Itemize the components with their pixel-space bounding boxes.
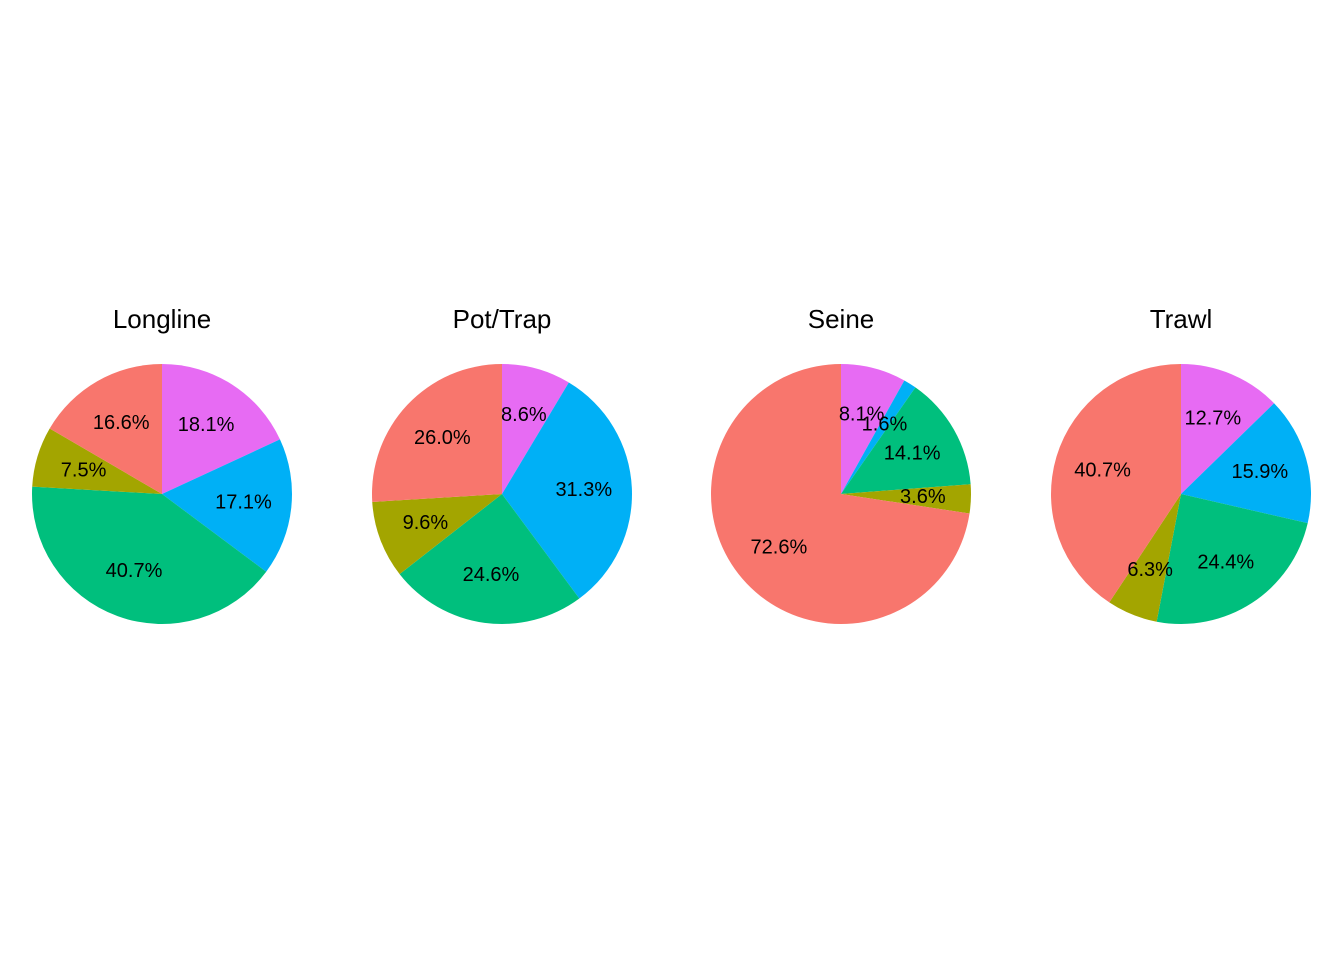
slice-label: 16.6% (93, 412, 150, 434)
slice-label: 17.1% (215, 491, 272, 513)
slice-label: 8.6% (501, 404, 547, 426)
slice-label: 9.6% (403, 512, 449, 534)
pie-slice (1156, 494, 1308, 625)
pie-slice (1181, 403, 1312, 524)
facet-title: Trawl (1150, 304, 1213, 334)
slice-label: 1.6% (862, 414, 908, 436)
facet-title: Seine (808, 304, 875, 334)
pie-slice (502, 382, 632, 599)
slice-label: 12.7% (1184, 408, 1241, 430)
pie-facet-1: Pot/Trap 8.6% 31.3% 24.6% 9.6% 26.0% (371, 304, 632, 625)
slice-label: 18.1% (178, 414, 235, 436)
pie-slice (841, 380, 916, 494)
pie-slice (372, 494, 502, 575)
pie-facet-3: Trawl 12.7% 15.9% 24.4% 6.3% 40.7% (1051, 304, 1312, 625)
slice-label: 40.7% (106, 560, 163, 582)
pie-slice (32, 486, 267, 624)
pie-slice (841, 484, 971, 514)
slice-label: 26.0% (414, 427, 471, 449)
pie-slice (162, 364, 280, 494)
facet-title: Longline (113, 304, 211, 334)
slice-label: 40.7% (1074, 459, 1131, 481)
pie-slice (32, 428, 163, 494)
slice-label: 8.1% (839, 404, 885, 426)
slice-label: 72.6% (751, 536, 808, 558)
pie-slice (49, 364, 162, 494)
pie-slice (1051, 364, 1181, 603)
slice-label: 15.9% (1232, 461, 1289, 483)
pie-slice (710, 364, 970, 624)
pie-slice (1109, 494, 1181, 622)
slice-label: 3.6% (900, 486, 946, 508)
pie-slice (502, 364, 569, 494)
pie-slice (162, 439, 292, 572)
pie-slice (399, 494, 580, 625)
pie-slice (841, 364, 905, 494)
pie-facet-2: Seine 8.1%1.6% 14.1% 3.6% 72.6% (710, 304, 971, 624)
slice-label: 24.4% (1197, 552, 1254, 574)
slice-label: 14.1% (884, 442, 941, 464)
slice-label: 31.3% (555, 479, 612, 501)
facet-title: Pot/Trap (453, 304, 552, 334)
pie-slice (371, 364, 502, 502)
pie-slice (1181, 364, 1275, 494)
pie-facet-0: Longline 18.1% 17.1% 40.7% 7.5% 16.6% (32, 304, 292, 624)
slice-label: 7.5% (61, 459, 107, 481)
slice-label: 24.6% (463, 564, 520, 586)
pie-slice (841, 387, 971, 494)
slice-label: 6.3% (1127, 559, 1173, 581)
